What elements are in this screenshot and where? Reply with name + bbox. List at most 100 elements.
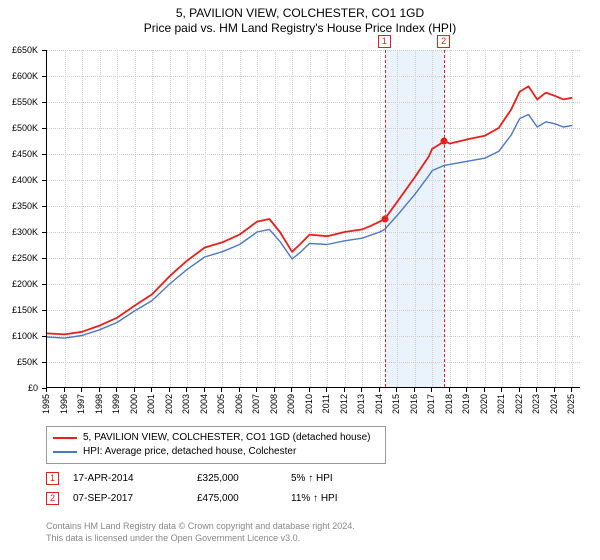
- x-axis-label: 2017: [426, 394, 436, 414]
- x-axis-label: 2025: [566, 394, 576, 414]
- x-tick: [536, 388, 537, 392]
- x-tick: [204, 388, 205, 392]
- sale-point: [381, 216, 388, 223]
- x-axis-label: 1995: [41, 394, 51, 414]
- x-axis-label: 2015: [391, 394, 401, 414]
- plot-area: [46, 50, 580, 388]
- sale-date: 17-APR-2014: [73, 473, 183, 484]
- legend-item: 5, PAVILION VIEW, COLCHESTER, CO1 1GD (d…: [53, 431, 379, 445]
- series-price_paid: [47, 86, 572, 334]
- sale-price: £325,000: [197, 473, 277, 484]
- footer-attribution: Contains HM Land Registry data © Crown c…: [46, 520, 355, 544]
- x-tick: [484, 388, 485, 392]
- x-tick: [519, 388, 520, 392]
- y-tick: [42, 76, 46, 77]
- x-axis-label: 2020: [479, 394, 489, 414]
- y-tick: [42, 128, 46, 129]
- x-tick: [379, 388, 380, 392]
- y-axis-label: £300K: [0, 227, 38, 237]
- x-axis-label: 2016: [409, 394, 419, 414]
- x-axis-label: 2006: [234, 394, 244, 414]
- sale-diff: 11% ↑ HPI: [291, 493, 381, 504]
- x-tick: [239, 388, 240, 392]
- y-axis-label: £450K: [0, 149, 38, 159]
- x-tick: [309, 388, 310, 392]
- x-tick: [221, 388, 222, 392]
- y-axis-label: £250K: [0, 253, 38, 263]
- y-tick: [42, 258, 46, 259]
- sale-marker-flag: 1: [378, 35, 391, 48]
- x-tick: [396, 388, 397, 392]
- sale-row-marker: 2: [46, 492, 59, 505]
- x-axis-label: 1997: [76, 394, 86, 414]
- y-axis-label: £50K: [0, 357, 38, 367]
- x-tick: [116, 388, 117, 392]
- footer-line2: This data is licensed under the Open Gov…: [46, 532, 355, 544]
- y-tick: [42, 180, 46, 181]
- x-tick: [466, 388, 467, 392]
- x-axis-label: 2001: [146, 394, 156, 414]
- y-axis-label: £650K: [0, 45, 38, 55]
- x-axis-label: 2023: [531, 394, 541, 414]
- x-axis-label: 2005: [216, 394, 226, 414]
- x-tick: [344, 388, 345, 392]
- x-axis-label: 2004: [199, 394, 209, 414]
- legend-swatch: [53, 451, 77, 453]
- x-tick: [274, 388, 275, 392]
- y-tick: [42, 362, 46, 363]
- y-tick: [42, 154, 46, 155]
- x-axis-label: 2012: [339, 394, 349, 414]
- sale-date: 07-SEP-2017: [73, 493, 183, 504]
- sale-price: £475,000: [197, 493, 277, 504]
- x-axis-label: 1999: [111, 394, 121, 414]
- y-axis-label: £500K: [0, 123, 38, 133]
- y-axis-label: £350K: [0, 201, 38, 211]
- y-axis-label: £0: [0, 383, 38, 393]
- y-tick: [42, 336, 46, 337]
- legend-label: 5, PAVILION VIEW, COLCHESTER, CO1 1GD (d…: [83, 431, 371, 445]
- title-subtitle: Price paid vs. HM Land Registry's House …: [0, 21, 600, 35]
- sale-diff: 5% ↑ HPI: [291, 473, 381, 484]
- x-axis-label: 2014: [374, 394, 384, 414]
- x-tick: [134, 388, 135, 392]
- x-tick: [81, 388, 82, 392]
- x-axis-label: 2002: [164, 394, 174, 414]
- sales-table: 117-APR-2014£325,0005% ↑ HPI207-SEP-2017…: [46, 468, 381, 508]
- x-axis-label: 2021: [496, 394, 506, 414]
- x-axis-label: 2013: [356, 394, 366, 414]
- x-tick: [256, 388, 257, 392]
- x-axis-label: 2008: [269, 394, 279, 414]
- x-tick: [99, 388, 100, 392]
- y-axis-label: £200K: [0, 279, 38, 289]
- x-axis-label: 2019: [461, 394, 471, 414]
- y-axis-label: £100K: [0, 331, 38, 341]
- x-tick: [64, 388, 65, 392]
- x-axis-label: 1996: [59, 394, 69, 414]
- x-tick: [414, 388, 415, 392]
- x-tick: [151, 388, 152, 392]
- y-tick: [42, 232, 46, 233]
- y-tick: [42, 310, 46, 311]
- legend-swatch: [53, 437, 77, 439]
- x-axis-label: 2010: [304, 394, 314, 414]
- y-tick: [42, 102, 46, 103]
- chart-titles: 5, PAVILION VIEW, COLCHESTER, CO1 1GD Pr…: [0, 0, 600, 35]
- chart-container: { "title": { "line1": "5, PAVILION VIEW,…: [0, 0, 600, 560]
- legend-item: HPI: Average price, detached house, Colc…: [53, 445, 379, 459]
- sale-row: 117-APR-2014£325,0005% ↑ HPI: [46, 468, 381, 488]
- x-tick: [186, 388, 187, 392]
- series-hpi: [47, 115, 572, 339]
- y-tick: [42, 50, 46, 51]
- x-axis-label: 2000: [129, 394, 139, 414]
- series-svg: [47, 50, 581, 388]
- x-tick: [449, 388, 450, 392]
- y-tick: [42, 206, 46, 207]
- y-axis-label: £600K: [0, 71, 38, 81]
- legend: 5, PAVILION VIEW, COLCHESTER, CO1 1GD (d…: [46, 426, 386, 464]
- y-axis-label: £150K: [0, 305, 38, 315]
- sale-point: [441, 138, 448, 145]
- x-axis-label: 2024: [549, 394, 559, 414]
- footer-line1: Contains HM Land Registry data © Crown c…: [46, 520, 355, 532]
- x-axis-label: 1998: [94, 394, 104, 414]
- y-axis-label: £400K: [0, 175, 38, 185]
